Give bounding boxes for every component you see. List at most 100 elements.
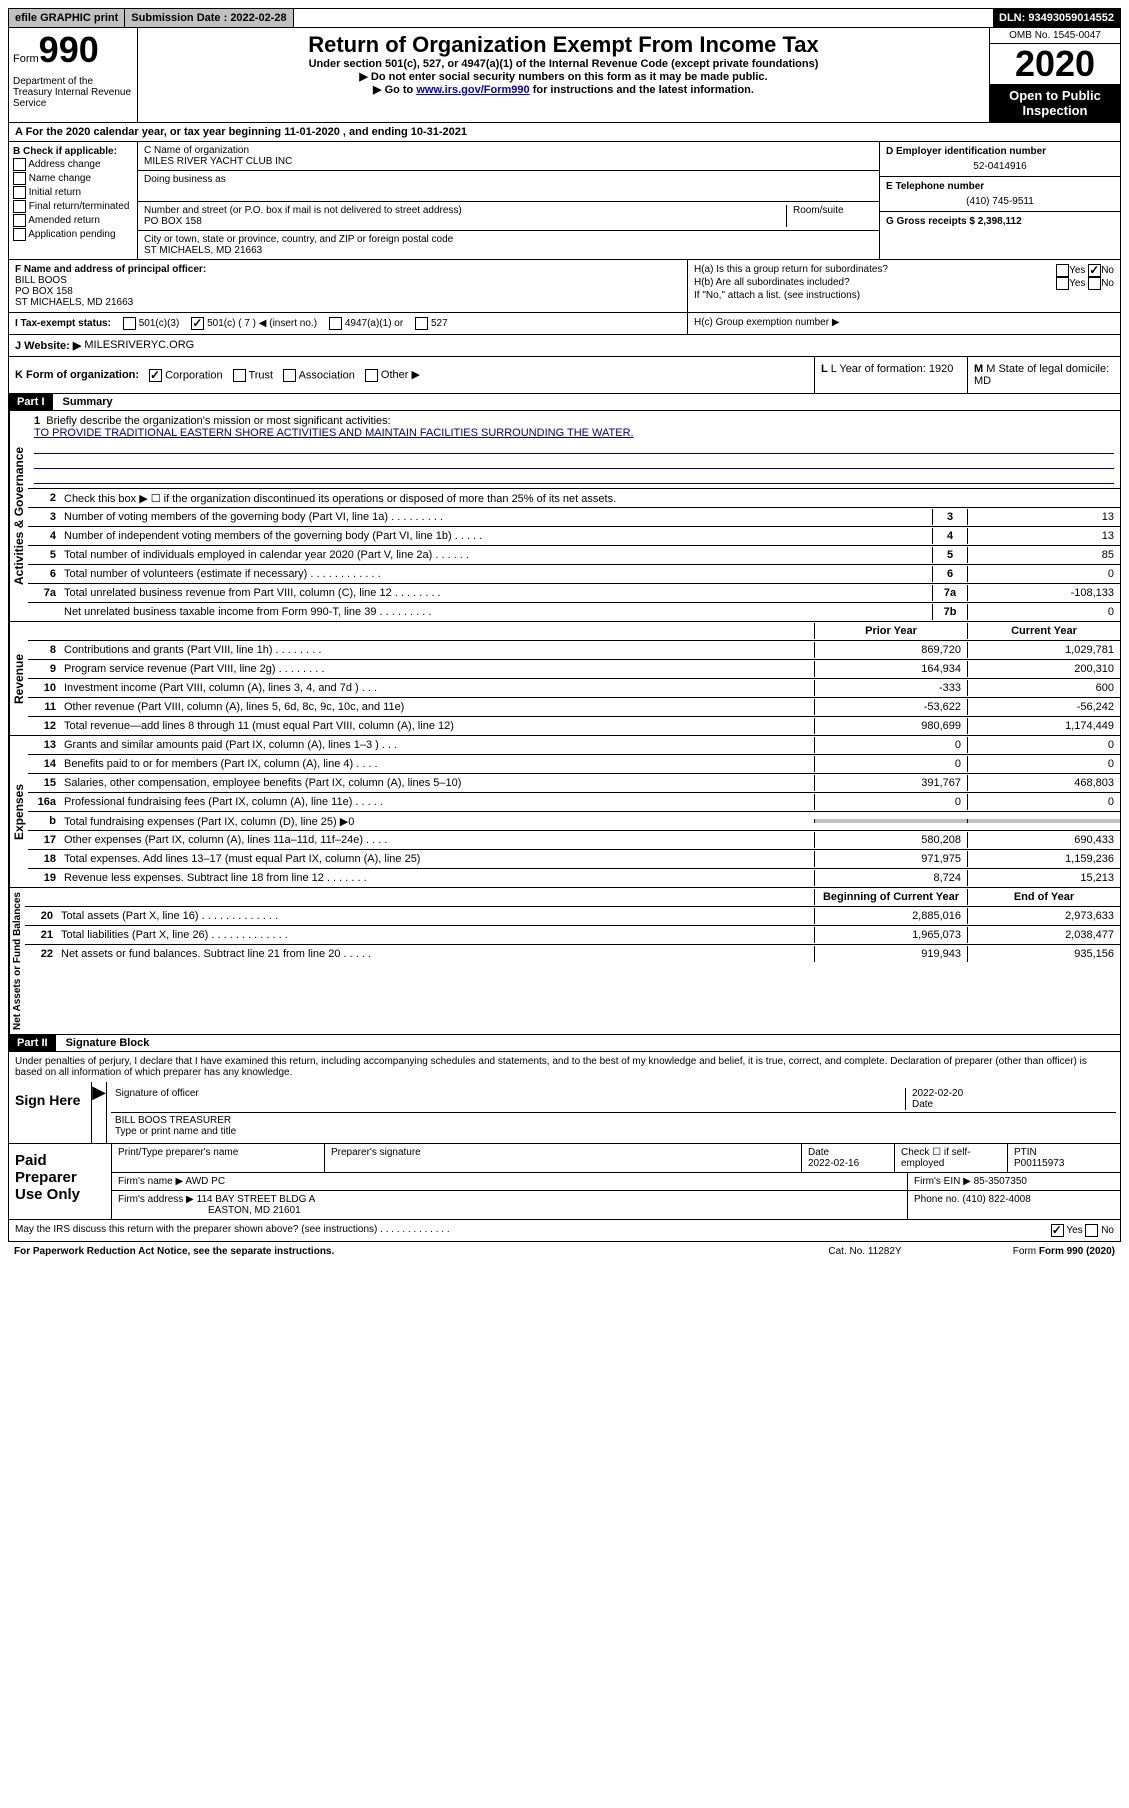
table-row: 10Investment income (Part VIII, column (… [28, 679, 1120, 698]
form-footer: Form Form 990 (2020) [965, 1246, 1115, 1257]
website-row: J Website: ▶ MILESRIVERYC.ORG [8, 335, 1121, 357]
room-suite: Room/suite [786, 205, 873, 227]
title-box: Return of Organization Exempt From Incom… [138, 28, 989, 122]
submission-date: Submission Date : 2022-02-28 [125, 9, 293, 27]
dba-row: Doing business as [138, 171, 879, 202]
website-url[interactable]: MILESRIVERYC.ORG [84, 339, 194, 352]
side-expenses: Expenses [9, 736, 28, 887]
table-row: 12Total revenue—add lines 8 through 11 (… [28, 717, 1120, 735]
hc-row: H(c) Group exemption number ▶ [687, 313, 1120, 334]
firm-ein: Firm's EIN ▶ 85-3507350 [908, 1173, 1120, 1190]
table-row: 18Total expenses. Add lines 13–17 (must … [28, 850, 1120, 869]
main-title: Return of Organization Exempt From Incom… [142, 32, 985, 58]
instruction-1: ▶ Do not enter social security numbers o… [142, 70, 985, 83]
side-governance: Activities & Governance [9, 411, 28, 621]
department-label: Department of the Treasury Internal Reve… [13, 76, 133, 109]
check-address[interactable]: Address change [13, 158, 133, 171]
table-row: 14Benefits paid to or for members (Part … [28, 755, 1120, 774]
row-klm: K Form of organization: Corporation Trus… [8, 357, 1121, 394]
side-net-assets: Net Assets or Fund Balances [9, 888, 25, 1034]
revenue-section: Revenue Prior Year Current Year 8Contrib… [8, 622, 1121, 736]
irs-link[interactable]: www.irs.gov/Form990 [416, 84, 529, 96]
column-c: C Name of organization MILES RIVER YACHT… [138, 142, 879, 259]
table-row: bTotal fundraising expenses (Part IX, co… [28, 812, 1120, 831]
page-footer: For Paperwork Reduction Act Notice, see … [8, 1242, 1121, 1261]
table-row: 9Program service revenue (Part VIII, lin… [28, 660, 1120, 679]
efile-button[interactable]: efile GRAPHIC print [9, 9, 125, 27]
table-row: 3Number of voting members of the governi… [28, 508, 1120, 527]
officer-name: BILL BOOS [15, 275, 681, 286]
table-row: 17Other expenses (Part IX, column (A), l… [28, 831, 1120, 850]
table-row: 8Contributions and grants (Part VIII, li… [28, 641, 1120, 660]
b-label: B Check if applicable: [13, 146, 133, 157]
sign-here-label: Sign Here [9, 1082, 92, 1143]
check-amended[interactable]: Amended return [13, 214, 133, 227]
section-bcd: B Check if applicable: Address change Na… [8, 142, 1121, 260]
table-row: 15Salaries, other compensation, employee… [28, 774, 1120, 793]
prep-sig-label: Preparer's signature [325, 1144, 802, 1172]
check-pending[interactable]: Application pending [13, 228, 133, 241]
part1-header-row: Part I Summary [8, 394, 1121, 411]
sign-arrow-icon: ▶ [92, 1082, 107, 1143]
firm-name-row: Firm's name ▶ AWD PC [112, 1173, 908, 1190]
paperwork-notice: For Paperwork Reduction Act Notice, see … [14, 1246, 765, 1257]
table-row: 16aProfessional fundraising fees (Part I… [28, 793, 1120, 812]
check-final[interactable]: Final return/terminated [13, 200, 133, 213]
public-inspection: Open to Public Inspection [990, 84, 1120, 122]
table-row: 11Other revenue (Part VIII, column (A), … [28, 698, 1120, 717]
table-row: 19Revenue less expenses. Subtract line 1… [28, 869, 1120, 887]
table-row: 20Total assets (Part X, line 16) . . . .… [25, 907, 1120, 926]
row-fh: F Name and address of principal officer:… [8, 260, 1121, 313]
year-box: OMB No. 1545-0047 2020 Open to Public In… [989, 28, 1120, 122]
form-label: Form [13, 53, 39, 65]
part2-title: Signature Block [56, 1037, 150, 1049]
prep-name-label: Print/Type preparer's name [112, 1144, 325, 1172]
governance-section: Activities & Governance 1 Briefly descri… [8, 411, 1121, 622]
group-return-box: H(a) Is this a group return for subordin… [687, 260, 1120, 312]
firm-address-row: Firm's address ▶ 114 BAY STREET BLDG A E… [112, 1191, 908, 1219]
self-employed-check[interactable]: Check ☐ if self-employed [895, 1144, 1008, 1172]
check-initial[interactable]: Initial return [13, 186, 133, 199]
officer-signature-name: BILL BOOS TREASURER [115, 1115, 1112, 1126]
address-row: Number and street (or P.O. box if mail i… [138, 202, 879, 231]
form-header: Form990 Department of the Treasury Inter… [8, 28, 1121, 123]
org-name: MILES RIVER YACHT CLUB INC [144, 156, 873, 167]
expenses-section: Expenses 13Grants and similar amounts pa… [8, 736, 1121, 888]
officer-box: F Name and address of principal officer:… [9, 260, 687, 312]
table-row: 21Total liabilities (Part X, line 26) . … [25, 926, 1120, 945]
address: PO BOX 158 [144, 216, 786, 227]
paid-preparer-label: Paid Preparer Use Only [9, 1144, 112, 1219]
tax-exempt-row: I Tax-exempt status: 501(c)(3) 501(c) ( … [9, 313, 687, 334]
check-name[interactable]: Name change [13, 172, 133, 185]
instruction-2: ▶ Go to www.irs.gov/Form990 for instruct… [142, 83, 985, 96]
sig-date: 2022-02-20 [912, 1088, 1112, 1099]
part2-header-row: Part II Signature Block [8, 1035, 1121, 1052]
table-row: 6Total number of volunteers (estimate if… [28, 565, 1120, 584]
gross-receipts: G Gross receipts $ 2,398,112 [880, 212, 1120, 231]
column-b: B Check if applicable: Address change Na… [9, 142, 138, 259]
sig-officer-label: Signature of officer [115, 1088, 905, 1110]
firm-phone: Phone no. (410) 822-4008 [908, 1191, 1120, 1219]
phone-row: E Telephone number (410) 745-9511 [880, 177, 1120, 212]
phone: (410) 745-9511 [886, 192, 1114, 207]
line-a: A For the 2020 calendar year, or tax yea… [8, 123, 1121, 142]
tax-year: 2020 [990, 44, 1120, 84]
year-formation: L L Year of formation: 1920 [814, 357, 967, 393]
table-row: 5Total number of individuals employed in… [28, 546, 1120, 565]
ein-row: D Employer identification number 52-0414… [880, 142, 1120, 177]
paid-preparer-block: Paid Preparer Use Only Print/Type prepar… [8, 1144, 1121, 1220]
table-row: 4Number of independent voting members of… [28, 527, 1120, 546]
side-revenue: Revenue [9, 622, 28, 735]
column-d: D Employer identification number 52-0414… [879, 142, 1120, 259]
ein: 52-0414916 [886, 157, 1114, 172]
signature-block: Sign Here ▶ Signature of officer 2022-02… [8, 1082, 1121, 1144]
table-row: 22Net assets or fund balances. Subtract … [25, 945, 1120, 963]
form-990: 990 [39, 29, 99, 70]
city-row: City or town, state or province, country… [138, 231, 879, 259]
row-i: I Tax-exempt status: 501(c)(3) 501(c) ( … [8, 313, 1121, 335]
prep-date-cell: Date 2022-02-16 [802, 1144, 895, 1172]
mission-text: TO PROVIDE TRADITIONAL EASTERN SHORE ACT… [34, 427, 1114, 439]
org-name-row: C Name of organization MILES RIVER YACHT… [138, 142, 879, 171]
dln-number: DLN: 93493059014552 [993, 9, 1120, 27]
part1-title: Summary [53, 396, 113, 408]
